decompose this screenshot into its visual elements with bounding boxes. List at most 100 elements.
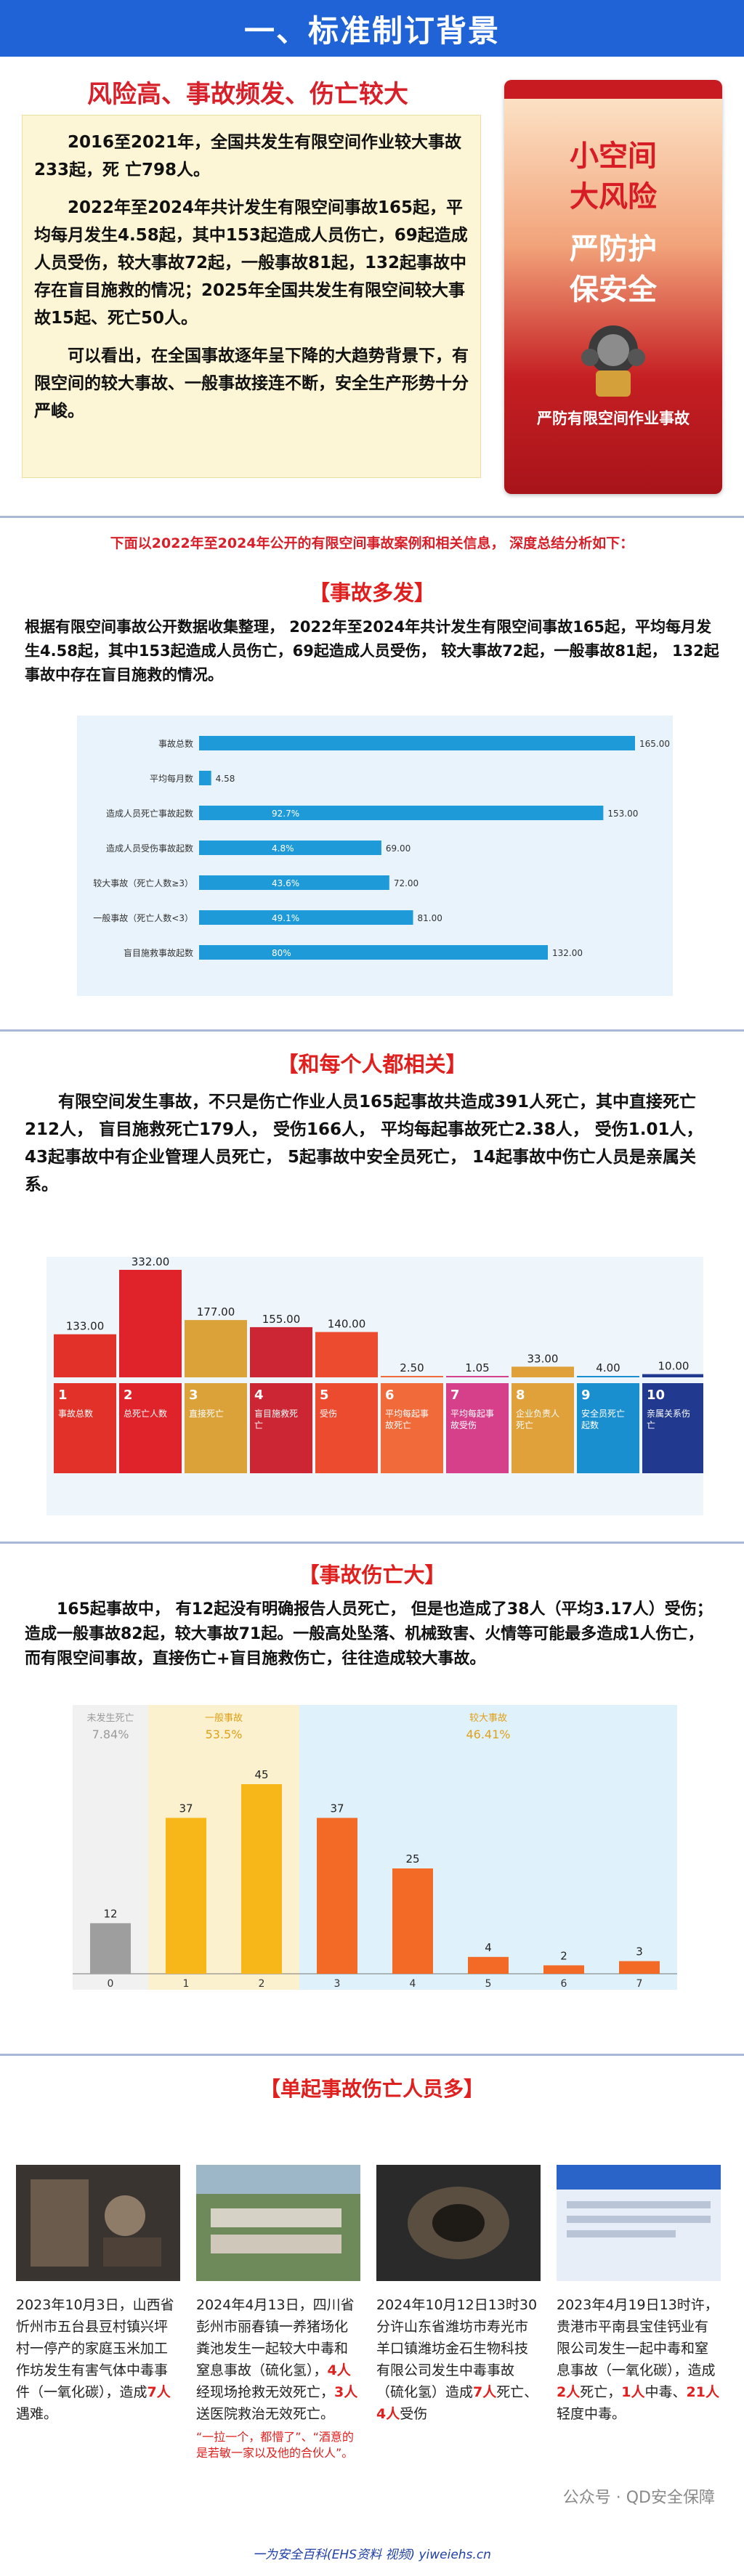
value-label: 37 <box>330 1802 344 1815</box>
category-index: 10 <box>647 1388 665 1403</box>
case-quote: “一拉一个，都懵了”、“酒意的是若敏一家以及他的合伙人”。 <box>196 2430 354 2460</box>
value-label: 2.50 <box>400 1361 424 1374</box>
stage-percent: 53.5% <box>206 1728 243 1741</box>
percent-label: 92.7% <box>272 809 299 819</box>
bar <box>642 1374 703 1377</box>
category-index: 1 <box>58 1388 68 1403</box>
analysis-intro: 下面以2022年至2024年公开的有限空间事故案例和相关信息， 深度总结分析如下… <box>110 535 634 551</box>
value-label: 81.00 <box>418 913 442 923</box>
bar <box>392 1868 433 1974</box>
stage-band <box>299 1705 677 1990</box>
bar <box>199 875 389 890</box>
case-description: 2023年4月19日13时许，贵港市平南县宝佳钙业有限公司发生一起中毒和窒息事故… <box>557 2297 719 2422</box>
category-tile <box>642 1383 703 1473</box>
accident-photo <box>196 2165 360 2281</box>
value-label: 33.00 <box>527 1352 559 1365</box>
section-heading: 【和每个人都相关】 <box>277 1052 467 1077</box>
bar <box>543 1965 584 1974</box>
case-description: 2024年4月13日，四川省彭州市丽春镇一养猪场化粪池发生一起较大中毒和窒息事故… <box>196 2297 358 2422</box>
category-label: 总死亡人数 <box>124 1408 167 1419</box>
category-label: 造成人员受伤事故起数 <box>106 843 193 854</box>
accident-photo <box>376 2165 541 2281</box>
value-label: 37 <box>179 1802 193 1815</box>
value-label: 177.00 <box>197 1305 235 1319</box>
percent-label: 43.6% <box>272 878 299 888</box>
poster-slogan: 严防护 <box>570 232 657 266</box>
footer-source: 一为安全百科(EHS资料 视频) yiweiehs.cn <box>253 2548 491 2562</box>
bar <box>241 1784 282 1974</box>
accident-photo <box>16 2165 180 2281</box>
tick-label: 6 <box>561 1978 567 1990</box>
value-label: 45 <box>254 1768 268 1781</box>
value-label: 132.00 <box>552 948 583 958</box>
tick-label: 3 <box>334 1978 341 1990</box>
category-label: 起数 <box>581 1419 599 1430</box>
title-banner: 一、标准制订背景 <box>0 0 744 57</box>
bar <box>317 1818 357 1974</box>
poster-footer: 严防有限空间作业事故 <box>537 410 690 427</box>
value-label: 4.00 <box>596 1361 620 1374</box>
section-heading: 【事故伤亡大】 <box>298 1563 446 1587</box>
watermark: 公众号 · QD安全保障 <box>562 2489 715 2507</box>
category-label: 平均每起事 <box>450 1408 494 1419</box>
category-index: 3 <box>189 1388 198 1403</box>
bar <box>381 1376 443 1377</box>
summary-paragraph: 可以看出，在全国事故逐年呈下降的大趋势背景下，有限空间的较大事故、一般事故接连不… <box>34 347 469 421</box>
category-label: 盲目施救事故起数 <box>124 947 193 958</box>
bar <box>119 1270 182 1377</box>
percent-label: 80% <box>272 948 291 958</box>
bar <box>619 1961 660 1974</box>
accident-photo <box>557 2165 721 2281</box>
personal-relevance-section: 【和每个人都相关】 有限空间发生事故，不只是伤亡作业人员165起事故共造成391… <box>0 1032 744 1544</box>
category-tile <box>185 1383 247 1473</box>
category-label: 受伤 <box>320 1409 337 1419</box>
tick-label: 0 <box>108 1978 114 1990</box>
bar <box>446 1376 509 1377</box>
frequent-accidents-section: 下面以2022年至2024年公开的有限空间事故案例和相关信息， 深度总结分析如下… <box>0 518 744 1032</box>
respirator-worker-icon <box>581 325 645 397</box>
category-tile <box>512 1383 574 1473</box>
category-tile <box>119 1383 182 1473</box>
bar <box>199 841 381 855</box>
value-label: 12 <box>103 1907 117 1920</box>
category-label: 企业负责人 <box>516 1408 559 1419</box>
category-index: 7 <box>450 1388 460 1403</box>
percent-label: 4.8% <box>272 843 294 854</box>
bar <box>199 910 413 925</box>
tick-label: 2 <box>259 1978 265 1990</box>
case-examples-section: 【单起事故伤亡人员多】 2023年10月3日，山西省忻州市五台县豆村镇兴坪村一停… <box>0 2056 744 2576</box>
value-label: 153.00 <box>607 809 638 819</box>
bar <box>315 1332 378 1377</box>
category-label: 直接死亡 <box>189 1408 224 1419</box>
poster-slogan: 大风险 <box>570 180 657 214</box>
page-title: 一、标准制订背景 <box>243 12 500 49</box>
section-heading: 【单起事故伤亡人员多】 <box>259 2077 484 2101</box>
tick-label: 5 <box>485 1978 492 1990</box>
summary-textbox: 2016至2021年，全国共发生有限空间作业较大事故233起，死 亡798人。 … <box>22 115 481 478</box>
category-label: 安全员死亡 <box>581 1408 625 1419</box>
case-description: 2023年10月3日，山西省忻州市五台县豆村镇兴坪村一停产的家庭玉米加工作坊发生… <box>16 2297 174 2422</box>
section-paragraph: 165起事故中， 有12起没有明确报告人员死亡， 但是也造成了38人（平均3.1… <box>25 1600 713 1668</box>
bar <box>512 1366 574 1377</box>
value-label: 25 <box>405 1852 419 1866</box>
category-index: 2 <box>124 1388 133 1403</box>
value-label: 2 <box>560 1949 567 1962</box>
value-label: 140.00 <box>328 1318 366 1331</box>
category-label: 盲目施救死 <box>254 1408 298 1419</box>
poster-slogan: 保安全 <box>570 273 657 307</box>
value-label: 72.00 <box>394 878 418 888</box>
category-index: 9 <box>581 1388 591 1403</box>
value-label: 332.00 <box>132 1257 170 1268</box>
summary-paragraph: 2016至2021年，全国共发生有限空间作业较大事故233起，死 亡798人。 <box>34 133 462 179</box>
bar <box>199 771 211 785</box>
category-label: 平均每起事 <box>385 1408 429 1419</box>
value-label: 155.00 <box>262 1313 301 1326</box>
value-label: 10.00 <box>658 1360 690 1373</box>
category-label: 一般事故（死亡人数<3） <box>93 912 193 923</box>
accident-count-bar-chart: 事故总数 165.00 平均每月数 4.58 造成人员死亡事故起数 153.00 92.7%… <box>77 716 673 996</box>
category-tile <box>446 1383 509 1473</box>
bar <box>468 1956 509 1974</box>
category-label: 亡 <box>647 1420 655 1430</box>
tick-label: 1 <box>183 1978 190 1990</box>
